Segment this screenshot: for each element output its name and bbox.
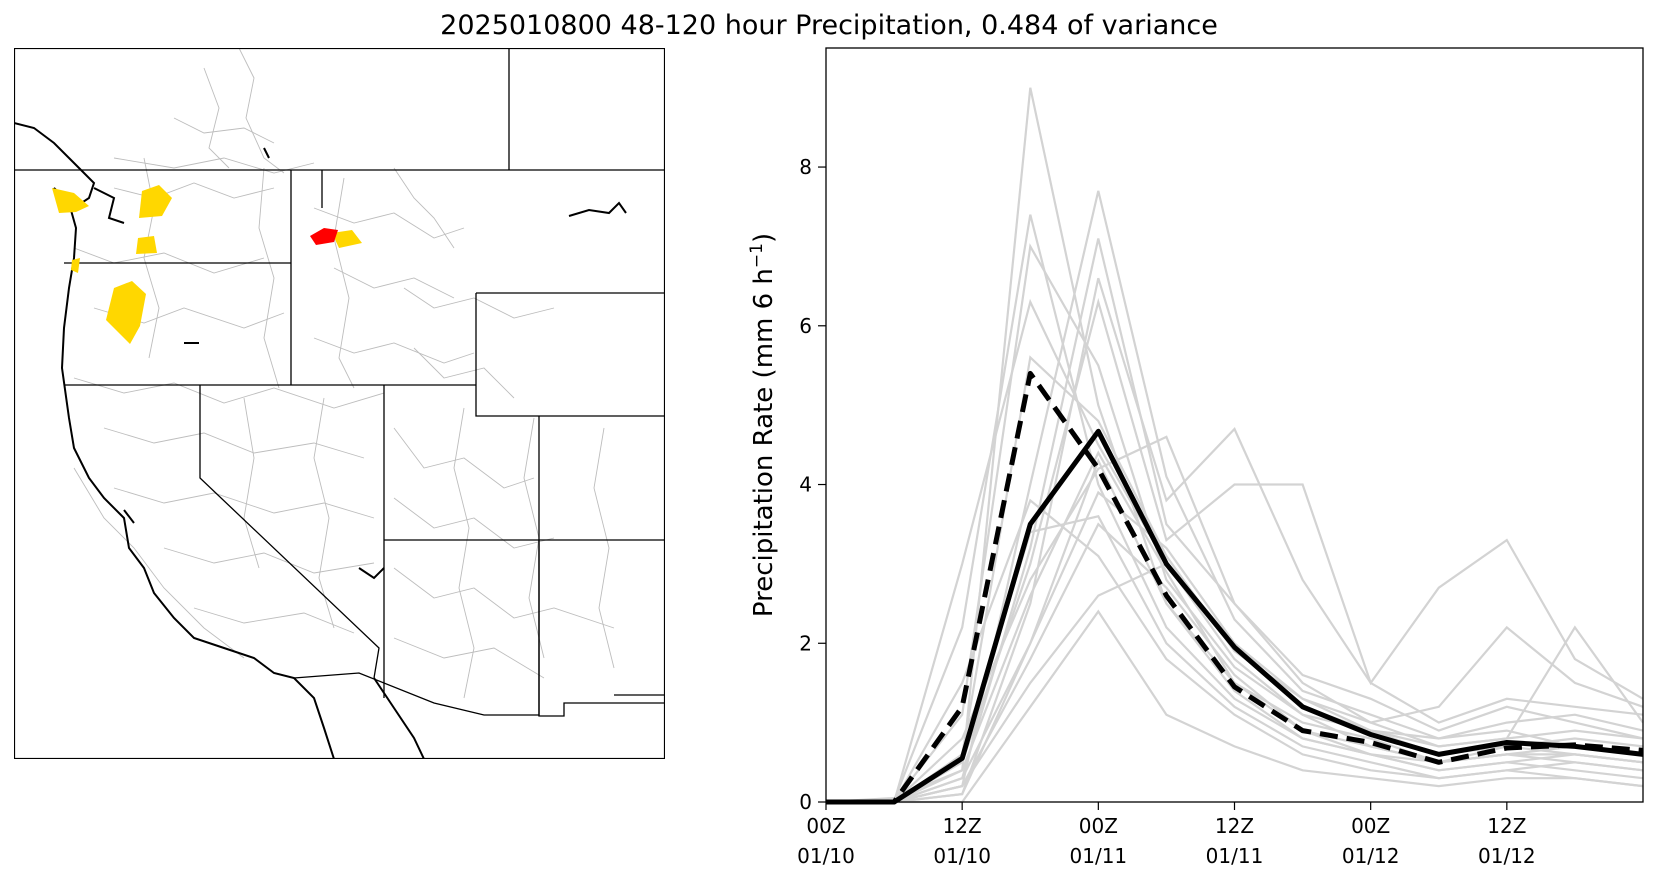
- y-tick-label: 6: [799, 314, 812, 338]
- ensemble-member-line: [826, 297, 1644, 804]
- basin-highlight-yellow: [71, 258, 80, 273]
- state-boundaries: [14, 48, 665, 717]
- figure-title: 2025010800 48-120 hour Precipitation, 0.…: [440, 10, 1218, 41]
- highlighted-basins: [52, 185, 362, 344]
- y-tick-label: 2: [799, 631, 812, 655]
- x-tick-label-date: 01/11: [1070, 844, 1128, 868]
- ensemble-member-line: [826, 498, 1644, 804]
- basin-highlight-red: [310, 228, 338, 245]
- solid-series-line: [826, 428, 1644, 805]
- x-tick-label-time: 12Z: [1215, 814, 1254, 838]
- y-tick-label: 0: [799, 790, 812, 814]
- y-axis-label-superscript: −1: [747, 243, 767, 268]
- ensemble-member-line: [826, 457, 1644, 804]
- x-tick-label-time: 00Z: [1351, 814, 1390, 838]
- basin-map: [14, 48, 665, 759]
- ensemble-lines: [825, 87, 1644, 804]
- x-tick-label-date: 01/10: [933, 844, 991, 868]
- x-tick-label-date: 01/11: [1206, 844, 1264, 868]
- basin-highlight-yellow: [106, 281, 146, 344]
- coastline: [14, 122, 627, 759]
- ensemble-member-line: [826, 355, 1644, 804]
- x-tick-label-time: 12Z: [1487, 814, 1526, 838]
- basin-highlight-yellow: [139, 185, 172, 218]
- x-axis: 00Z 01/10 12Z 01/10 00Z 01/11 12Z 01/11 00Z 01/12…: [797, 802, 1536, 868]
- basin-highlight-yellow: [136, 236, 157, 254]
- y-axis-label: Precipitation Rate (mm 6 h−1): [747, 233, 779, 617]
- basin-highlight-yellow: [332, 230, 362, 248]
- y-tick-label: 8: [799, 155, 812, 179]
- ensemble-member-line: [826, 435, 1644, 804]
- map-frame: [14, 48, 665, 759]
- y-axis-label-end: ): [749, 233, 779, 243]
- x-tick-label-date: 01/12: [1342, 844, 1400, 868]
- ensemble-member-line: [825, 87, 1644, 804]
- basin-lines: [73, 48, 615, 699]
- x-tick-label-time: 00Z: [806, 814, 845, 838]
- dashed-series-line: [826, 370, 1644, 805]
- x-tick-label-date: 01/10: [797, 844, 855, 868]
- main-series: [826, 370, 1644, 805]
- ensemble-member-line: [826, 298, 1644, 804]
- y-axis-label-text: Precipitation Rate (mm 6 h: [749, 268, 779, 617]
- y-tick-label: 4: [799, 473, 812, 497]
- ensemble-member-line: [825, 243, 1644, 804]
- x-tick-label-time: 12Z: [943, 814, 982, 838]
- x-tick-label-date: 01/12: [1478, 844, 1536, 868]
- y-axis: 0 2 4 6 8: [799, 155, 826, 814]
- basin-highlight-yellow: [52, 188, 89, 213]
- x-tick-label-time: 00Z: [1079, 814, 1118, 838]
